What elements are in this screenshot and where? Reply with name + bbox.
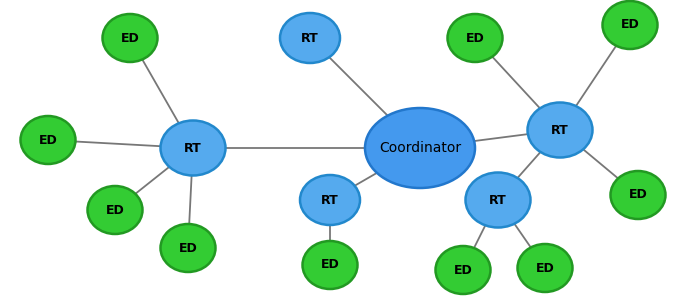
Ellipse shape — [302, 241, 358, 289]
Text: RT: RT — [551, 123, 569, 136]
Ellipse shape — [603, 1, 657, 49]
Text: Coordinator: Coordinator — [379, 141, 461, 155]
Ellipse shape — [447, 14, 503, 62]
Text: RT: RT — [321, 193, 339, 207]
Text: ED: ED — [454, 263, 473, 277]
Ellipse shape — [466, 173, 530, 227]
Text: ED: ED — [536, 262, 554, 274]
Ellipse shape — [20, 116, 76, 164]
Ellipse shape — [280, 13, 340, 63]
Text: ED: ED — [106, 204, 125, 217]
Text: ED: ED — [466, 32, 484, 44]
Text: RT: RT — [184, 142, 202, 154]
Text: RT: RT — [489, 193, 507, 207]
Ellipse shape — [87, 186, 142, 234]
Ellipse shape — [161, 120, 225, 176]
Ellipse shape — [528, 103, 592, 158]
Text: ED: ED — [178, 241, 197, 254]
Ellipse shape — [436, 246, 490, 294]
Ellipse shape — [161, 224, 215, 272]
Ellipse shape — [300, 175, 360, 225]
Ellipse shape — [518, 244, 573, 292]
Text: RT: RT — [301, 32, 319, 44]
Text: ED: ED — [39, 134, 57, 147]
Ellipse shape — [103, 14, 157, 62]
Text: ED: ED — [620, 18, 639, 32]
Ellipse shape — [610, 171, 665, 219]
Text: ED: ED — [321, 258, 339, 271]
Text: ED: ED — [121, 32, 140, 44]
Text: ED: ED — [629, 189, 648, 201]
Ellipse shape — [365, 108, 475, 188]
